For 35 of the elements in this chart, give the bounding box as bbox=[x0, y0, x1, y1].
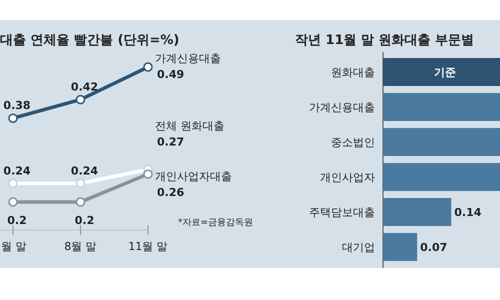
y-tick-label: 원화대출 bbox=[331, 66, 375, 79]
text: *자료=금융감독원 bbox=[178, 218, 254, 228]
data-label: 0.07 bbox=[420, 241, 448, 254]
point bbox=[8, 178, 18, 188]
y-tick-label: 대기업 bbox=[342, 241, 375, 254]
point bbox=[8, 197, 18, 207]
data-label: 0.38 bbox=[3, 99, 31, 112]
point bbox=[76, 197, 86, 207]
x-tick-label: 8월 말 bbox=[64, 240, 97, 253]
series-label: 개인사업자대출 bbox=[155, 170, 232, 184]
chart-title: 작년 11월 말 원화대출 부문별 bbox=[295, 33, 474, 48]
y-tick-label: 가계신용대출 bbox=[309, 101, 375, 114]
data-label: 기준 bbox=[434, 66, 456, 79]
data-label: 0.24 bbox=[70, 164, 98, 178]
y-tick-label: 개인사업자 bbox=[320, 171, 375, 184]
point bbox=[8, 113, 18, 123]
text: 전체 원화대출 bbox=[155, 119, 224, 132]
x-tick-label: 11월 말 bbox=[128, 240, 168, 253]
point bbox=[143, 169, 153, 179]
data-label: 0.42 bbox=[70, 80, 98, 94]
data-label: 0.26 bbox=[157, 186, 184, 200]
data-label: 0.49 bbox=[157, 68, 184, 81]
data-label: 0.14 bbox=[454, 206, 482, 219]
point bbox=[76, 94, 86, 104]
data-label: 0.2 bbox=[74, 214, 94, 227]
y-tick-label: 주택담보대출 bbox=[309, 206, 375, 219]
point bbox=[143, 62, 153, 72]
y-tick-label: 중소법인 bbox=[331, 136, 375, 149]
series-label: 가계신용대출 bbox=[155, 52, 221, 65]
chart-title: 대출 연체율 빨간불 (단위=%) bbox=[0, 33, 180, 48]
x-tick-label: 월 말 bbox=[1, 240, 26, 253]
data-label: 0.2 bbox=[7, 214, 27, 227]
data-label: 0.27 bbox=[157, 135, 184, 148]
data-label: 0.24 bbox=[3, 164, 31, 178]
point bbox=[76, 178, 86, 188]
